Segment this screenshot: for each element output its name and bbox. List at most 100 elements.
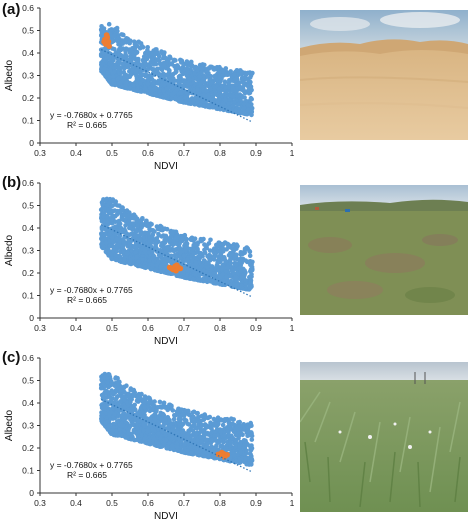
blue-point: [109, 256, 114, 262]
blue-point: [218, 429, 224, 434]
blue-point: [208, 254, 214, 259]
blue-point: [137, 218, 142, 224]
blue-point: [114, 230, 120, 236]
blue-point: [228, 442, 233, 448]
blue-point: [151, 428, 157, 433]
blue-point: [185, 82, 191, 87]
y-tick-label: 0.5: [22, 376, 34, 386]
blue-point: [110, 401, 115, 407]
blue-point: [222, 418, 227, 424]
y-tick-label: 0.3: [22, 246, 34, 256]
blue-point: [224, 274, 229, 279]
blue-point: [181, 253, 187, 259]
blue-point: [142, 248, 148, 253]
blue-point: [194, 411, 200, 416]
blue-point: [150, 263, 155, 268]
blue-point: [118, 47, 124, 53]
blue-point: [215, 264, 221, 269]
blue-point: [144, 416, 149, 421]
blue-point: [205, 452, 211, 458]
blue-point: [226, 421, 232, 426]
blue-point: [150, 249, 155, 254]
regression-equation: y = -0.7680x + 0.7765: [50, 460, 133, 470]
blue-point: [118, 225, 124, 231]
blue-point: [243, 285, 248, 290]
blue-point: [176, 82, 181, 88]
blue-point: [99, 416, 104, 421]
blue-point: [231, 246, 237, 252]
blue-point: [100, 404, 106, 410]
blue-point: [233, 443, 238, 448]
blue-point: [186, 101, 191, 106]
blue-point: [207, 258, 213, 263]
blue-point: [168, 61, 174, 66]
blue-point: [212, 421, 217, 426]
blue-point: [106, 372, 112, 377]
blue-point: [145, 54, 151, 59]
blue-point: [230, 88, 236, 93]
blue-point: [109, 396, 114, 401]
blue-point: [243, 278, 248, 283]
blue-point: [201, 258, 207, 263]
blue-point: [174, 234, 180, 239]
blue-point: [166, 246, 172, 251]
blue-point: [216, 70, 222, 75]
blue-point-cloud: [98, 371, 255, 467]
blue-point: [156, 423, 161, 428]
blue-point: [192, 66, 198, 71]
blue-point: [191, 80, 196, 85]
blue-point: [232, 282, 238, 287]
blue-point: [234, 76, 239, 81]
blue-point: [242, 246, 248, 252]
blue-point: [208, 425, 214, 431]
healthy-grassland-photo: [300, 362, 468, 512]
blue-point: [234, 86, 239, 91]
blue-point: [108, 62, 114, 68]
blue-point: [180, 411, 186, 417]
blue-point: [226, 97, 232, 103]
blue-point: [220, 263, 225, 268]
blue-point: [121, 416, 126, 421]
blue-point: [127, 241, 132, 247]
blue-point: [233, 108, 238, 114]
blue-point: [99, 377, 104, 383]
blue-point: [174, 447, 180, 453]
blue-point: [142, 87, 148, 92]
blue-point: [226, 101, 232, 106]
x-tick-label: 0.3: [34, 323, 46, 333]
blue-point: [247, 451, 253, 456]
blue-point: [167, 68, 172, 74]
r-squared-label: R² = 0.665: [67, 295, 107, 305]
blue-point: [169, 443, 175, 449]
blue-point: [158, 223, 163, 229]
blue-point: [189, 424, 195, 429]
blue-point: [131, 392, 137, 398]
blue-point: [168, 422, 173, 428]
blue-point: [199, 263, 205, 269]
blue-point: [130, 215, 136, 221]
blue-point: [107, 196, 113, 202]
blue-point: [234, 68, 240, 73]
blue-point: [101, 51, 106, 56]
blue-point: [103, 421, 108, 426]
blue-point: [99, 32, 104, 38]
blue-point: [156, 259, 161, 265]
blue-point: [242, 268, 247, 273]
blue-point: [177, 415, 183, 421]
blue-point: [172, 413, 177, 418]
blue-point: [184, 89, 189, 95]
blue-point: [144, 220, 150, 226]
blue-point: [222, 79, 228, 84]
blue-point: [209, 444, 214, 449]
y-tick-label: 0.4: [22, 223, 34, 233]
blue-point: [212, 74, 218, 79]
x-tick-label: 0.8: [214, 323, 226, 333]
blue-point: [125, 60, 131, 65]
blue-point: [235, 243, 240, 249]
blue-point: [141, 78, 146, 83]
blue-point: [101, 244, 106, 250]
blue-point: [159, 243, 164, 248]
desert-sand-dune-photo: [300, 10, 468, 140]
blue-point: [136, 259, 141, 264]
blue-point: [100, 241, 105, 246]
